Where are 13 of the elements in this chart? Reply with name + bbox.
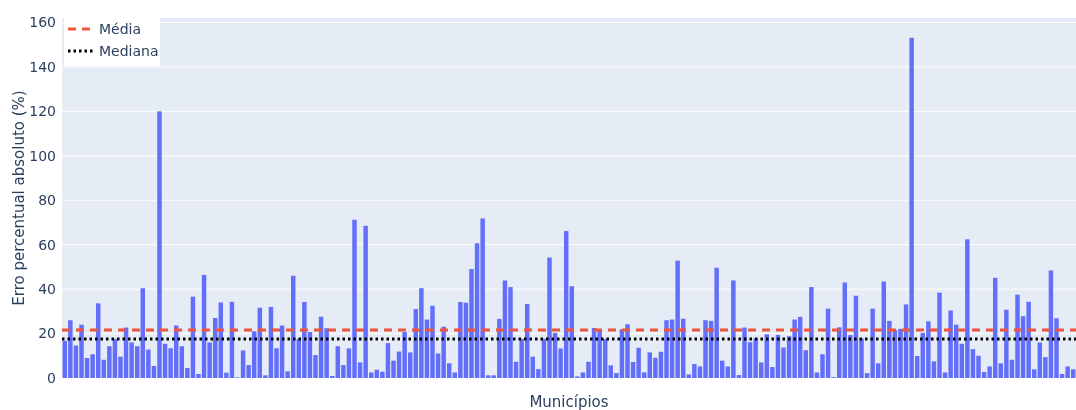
y-tick-label: 140 bbox=[29, 58, 56, 75]
y-tick-label: 100 bbox=[29, 147, 56, 164]
y-tick-label: 160 bbox=[29, 14, 56, 31]
y-tick-label: 60 bbox=[38, 236, 56, 253]
y-tick-label: 20 bbox=[38, 325, 56, 342]
y-axis-title: Erro percentual absoluto (%) bbox=[10, 90, 28, 306]
x-axis-title: Municípios bbox=[529, 393, 609, 410]
y-tick-label: 120 bbox=[29, 103, 56, 120]
legend-label: Mediana bbox=[99, 42, 159, 59]
y-tick-label: 0 bbox=[47, 369, 56, 386]
y-tick-label: 80 bbox=[38, 192, 56, 209]
y-tick-label: 40 bbox=[38, 281, 56, 298]
legend-label: Média bbox=[99, 20, 142, 37]
